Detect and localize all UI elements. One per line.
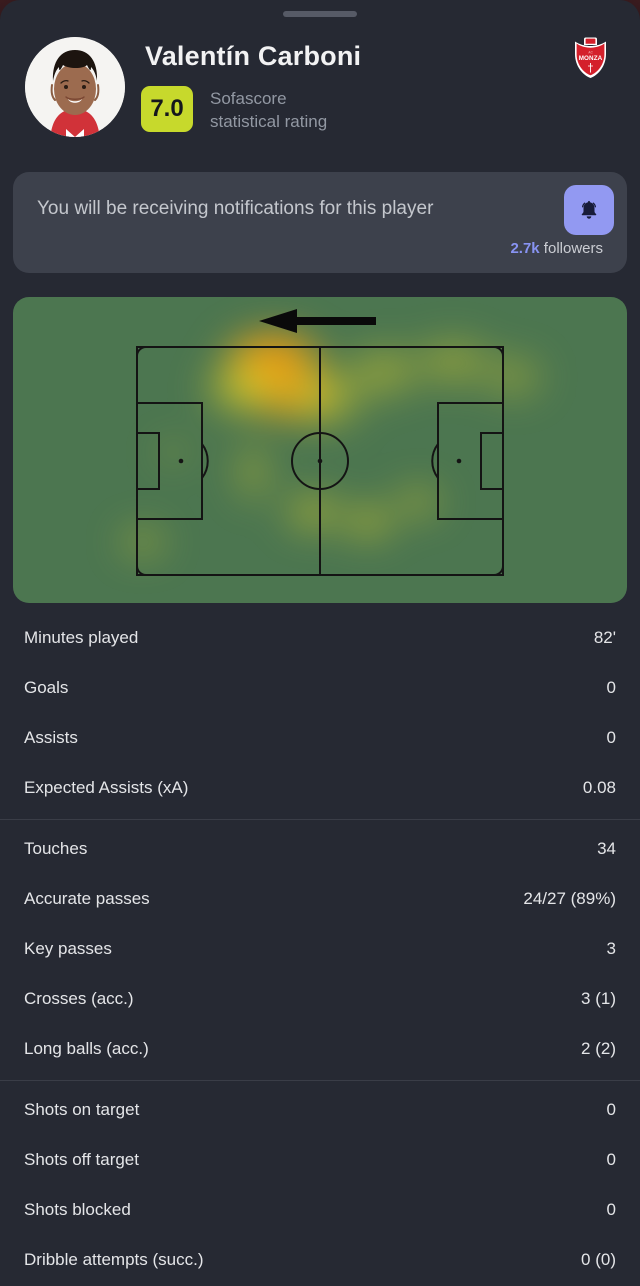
svg-text:AC: AC bbox=[588, 51, 593, 55]
svg-text:MONZA: MONZA bbox=[579, 55, 603, 62]
